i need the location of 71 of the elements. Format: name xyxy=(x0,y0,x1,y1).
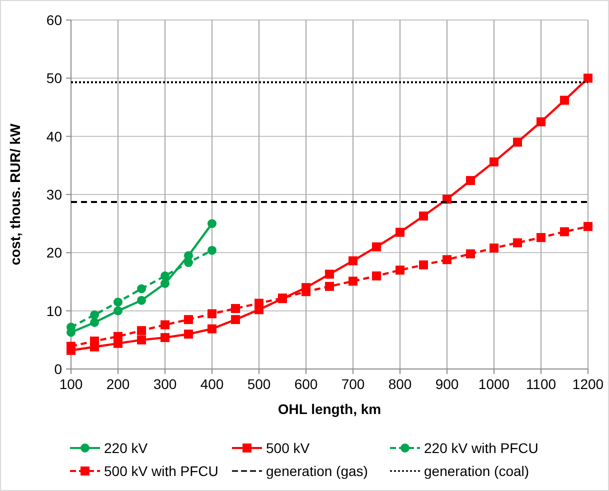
point xyxy=(184,315,193,324)
point xyxy=(348,276,358,286)
point xyxy=(208,309,216,318)
point xyxy=(466,176,475,186)
point xyxy=(160,320,170,330)
point xyxy=(560,227,569,236)
point xyxy=(396,266,404,275)
point xyxy=(584,74,592,83)
legend-label: generation (gas) xyxy=(266,463,368,479)
point xyxy=(513,138,522,147)
point xyxy=(419,212,428,221)
x-tick-label: 500 xyxy=(247,376,271,392)
point xyxy=(584,222,592,231)
x-tick-label: 300 xyxy=(153,376,177,392)
point xyxy=(137,335,146,344)
point xyxy=(490,244,498,253)
legend-label: generation (coal) xyxy=(424,463,530,479)
point xyxy=(372,242,381,252)
point xyxy=(90,310,99,320)
point xyxy=(325,270,334,279)
legend-label: 500 kV xyxy=(266,440,310,456)
point xyxy=(325,282,334,291)
point xyxy=(114,306,122,316)
y-tick-label: 60 xyxy=(46,12,62,28)
x-tick-label: 400 xyxy=(200,376,224,392)
point xyxy=(231,304,240,314)
x-tick-label: 1100 xyxy=(526,376,556,392)
point xyxy=(160,333,170,342)
point xyxy=(114,298,122,307)
legend-label: 500 kV with PFCU xyxy=(104,463,218,479)
y-tick-label: 20 xyxy=(46,244,62,261)
x-axis-title: OHL length, km xyxy=(278,401,382,417)
point xyxy=(348,256,358,266)
point xyxy=(372,271,381,280)
point xyxy=(184,330,193,339)
point xyxy=(536,117,546,126)
x-tick-label: 1000 xyxy=(478,376,510,392)
x-tick-label: 800 xyxy=(388,376,412,392)
x-tick-label: 700 xyxy=(341,376,365,392)
point xyxy=(513,238,522,248)
legend-label: 220 kV with PFCU xyxy=(424,440,538,456)
y-axis-title: cost, thous. RUR/ kW xyxy=(7,122,23,266)
x-tick-label: 900 xyxy=(435,376,459,392)
point xyxy=(442,255,452,264)
y-tick-label: 40 xyxy=(46,128,62,144)
point xyxy=(419,260,428,270)
y-tick-label: 0 xyxy=(54,361,62,377)
point xyxy=(137,296,146,305)
point xyxy=(160,271,170,280)
x-tick-label: 200 xyxy=(106,376,130,392)
point xyxy=(231,315,240,324)
point xyxy=(208,219,216,228)
point xyxy=(90,318,99,327)
legend-label: 220 kV xyxy=(104,440,148,456)
point xyxy=(208,324,216,334)
x-tick-label: 100 xyxy=(59,376,83,392)
point xyxy=(490,157,498,166)
point xyxy=(160,278,170,288)
point xyxy=(396,228,404,237)
point xyxy=(536,233,546,242)
point xyxy=(466,249,475,258)
x-tick-label: 600 xyxy=(294,376,318,392)
y-tick-label: 30 xyxy=(46,186,62,202)
point xyxy=(560,96,569,105)
x-tick-label: 1200 xyxy=(572,376,604,392)
y-tick-label: 50 xyxy=(46,70,62,86)
point xyxy=(208,246,216,255)
y-tick-label: 10 xyxy=(46,302,62,319)
point xyxy=(184,258,193,268)
point xyxy=(137,284,146,294)
point xyxy=(137,326,146,336)
